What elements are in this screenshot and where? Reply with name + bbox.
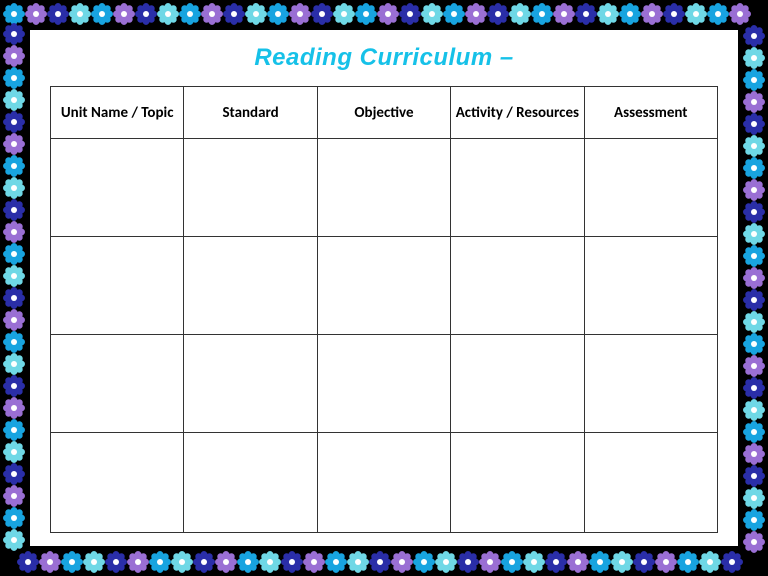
curriculum-table: Unit Name / Topic Standard Objective Act… — [50, 86, 718, 533]
col-activity: Activity / Resources — [451, 87, 584, 139]
table-cell — [451, 237, 584, 335]
table-cell — [317, 139, 450, 237]
table-row — [51, 335, 718, 433]
table-cell — [584, 335, 717, 433]
table-cell — [451, 139, 584, 237]
table-cell — [317, 335, 450, 433]
table-cell — [51, 237, 184, 335]
table-cell — [51, 433, 184, 533]
col-unit: Unit Name / Topic — [51, 87, 184, 139]
table-row — [51, 433, 718, 533]
table-row — [51, 237, 718, 335]
table-cell — [184, 139, 317, 237]
table-cell — [451, 335, 584, 433]
table-cell — [184, 335, 317, 433]
col-assessment: Assessment — [584, 87, 717, 139]
table-cell — [584, 237, 717, 335]
col-standard: Standard — [184, 87, 317, 139]
table-cell — [317, 433, 450, 533]
table-header-row: Unit Name / Topic Standard Objective Act… — [51, 87, 718, 139]
col-objective: Objective — [317, 87, 450, 139]
table-cell — [584, 433, 717, 533]
table-cell — [184, 433, 317, 533]
table-cell — [451, 433, 584, 533]
table-cell — [51, 335, 184, 433]
table-cell — [317, 237, 450, 335]
table-cell — [184, 237, 317, 335]
table-cell — [584, 139, 717, 237]
table-row — [51, 139, 718, 237]
page: Reading Curriculum – Unit Name / Topic S… — [30, 30, 738, 546]
page-title: Reading Curriculum – — [50, 44, 718, 72]
table-cell — [51, 139, 184, 237]
